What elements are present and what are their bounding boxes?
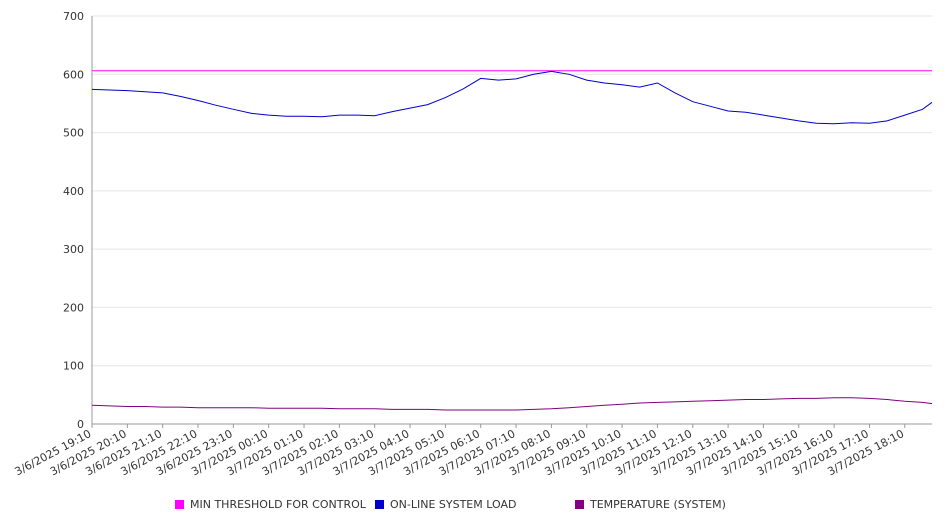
y-tick-label: 500 bbox=[63, 127, 84, 140]
x-axis-ticks: 3/6/2025 19:103/6/2025 20:103/6/2025 21:… bbox=[13, 424, 906, 478]
y-tick-label: 600 bbox=[63, 68, 84, 81]
y-tick-label: 400 bbox=[63, 185, 84, 198]
legend-label-min-threshold: MIN THRESHOLD FOR CONTROL bbox=[190, 498, 366, 511]
y-axis-ticks: 0 100 200 300 400 500 600 700 bbox=[63, 10, 84, 431]
y-tick-label: 0 bbox=[77, 418, 84, 431]
legend-swatch-temperature bbox=[575, 500, 584, 509]
y-tick-label: 700 bbox=[63, 10, 84, 23]
series-line-system-load bbox=[91, 70, 933, 125]
y-tick-label: 100 bbox=[63, 360, 84, 373]
legend: MIN THRESHOLD FOR CONTROL ON-LINE SYSTEM… bbox=[0, 498, 946, 516]
legend-item-system-load[interactable]: ON-LINE SYSTEM LOAD bbox=[375, 498, 516, 511]
legend-item-temperature[interactable]: TEMPERATURE (SYSTEM) bbox=[575, 498, 726, 511]
y-tick-label: 200 bbox=[63, 301, 84, 314]
legend-swatch-min-threshold bbox=[175, 500, 184, 509]
grid bbox=[92, 15, 932, 367]
legend-label-temperature: TEMPERATURE (SYSTEM) bbox=[590, 498, 726, 511]
axes bbox=[91, 16, 932, 425]
y-tick-label: 300 bbox=[63, 243, 84, 256]
series-line-temperature bbox=[91, 397, 933, 411]
legend-label-system-load: ON-LINE SYSTEM LOAD bbox=[390, 498, 517, 511]
series-lines bbox=[91, 70, 933, 411]
legend-swatch-system-load bbox=[375, 500, 384, 509]
legend-item-min-threshold[interactable]: MIN THRESHOLD FOR CONTROL bbox=[175, 498, 366, 511]
